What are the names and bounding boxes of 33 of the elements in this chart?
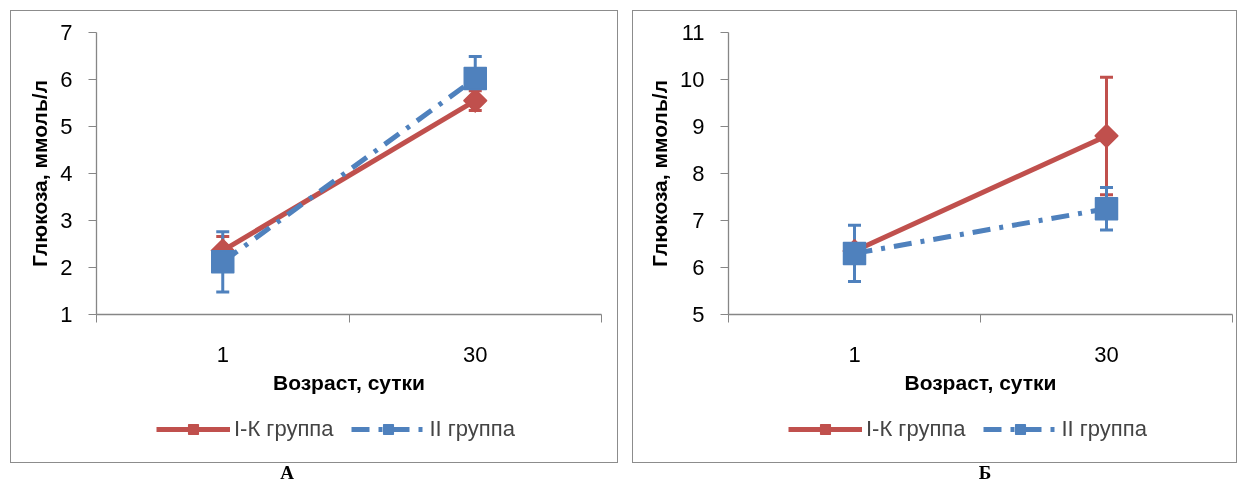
y-tick-label: 9 bbox=[692, 114, 705, 139]
point bbox=[463, 66, 487, 91]
y-tick-label: 6 bbox=[60, 67, 73, 92]
x-tick-label: 1 bbox=[848, 341, 861, 367]
y-tick-label: 3 bbox=[60, 208, 73, 233]
legend-label: II группа bbox=[429, 416, 515, 442]
x-axis-title: Возраст, сутки bbox=[272, 370, 426, 394]
y-tick-label: 7 bbox=[60, 20, 73, 45]
y-tick-label: 5 bbox=[692, 302, 705, 327]
point bbox=[463, 88, 488, 113]
text: Б bbox=[978, 462, 992, 483]
y-tick-label: 1 bbox=[60, 302, 73, 327]
x-tick-label: 1 bbox=[216, 341, 229, 367]
x-tick-label: 30 bbox=[1094, 341, 1119, 367]
y-tick-label: 11 bbox=[681, 20, 705, 45]
legend-label: I-К группа bbox=[866, 416, 966, 442]
y-tick-label: 7 bbox=[692, 208, 705, 233]
point bbox=[1094, 123, 1119, 148]
y-axis-title: Глюкоза, ммоль/л bbox=[648, 80, 672, 267]
y-axis-title: Глюкоза, ммоль/л bbox=[28, 80, 52, 267]
y-tick-label: 8 bbox=[692, 161, 705, 186]
point bbox=[1094, 197, 1119, 221]
text: А bbox=[280, 462, 294, 483]
y-tick-label: 10 bbox=[680, 67, 705, 92]
point bbox=[211, 250, 235, 274]
x-axis-title: Возраст, сутки bbox=[904, 370, 1057, 394]
y-tick-label: 4 bbox=[60, 161, 73, 186]
x-tick-label: 30 bbox=[463, 341, 488, 367]
y-tick-label: 5 bbox=[60, 114, 73, 139]
y-tick-label: 2 bbox=[60, 255, 73, 280]
y-tick-label: 6 bbox=[692, 255, 705, 280]
legend-label: I-К группа bbox=[234, 416, 334, 442]
legend-label: II группа bbox=[1061, 416, 1147, 442]
